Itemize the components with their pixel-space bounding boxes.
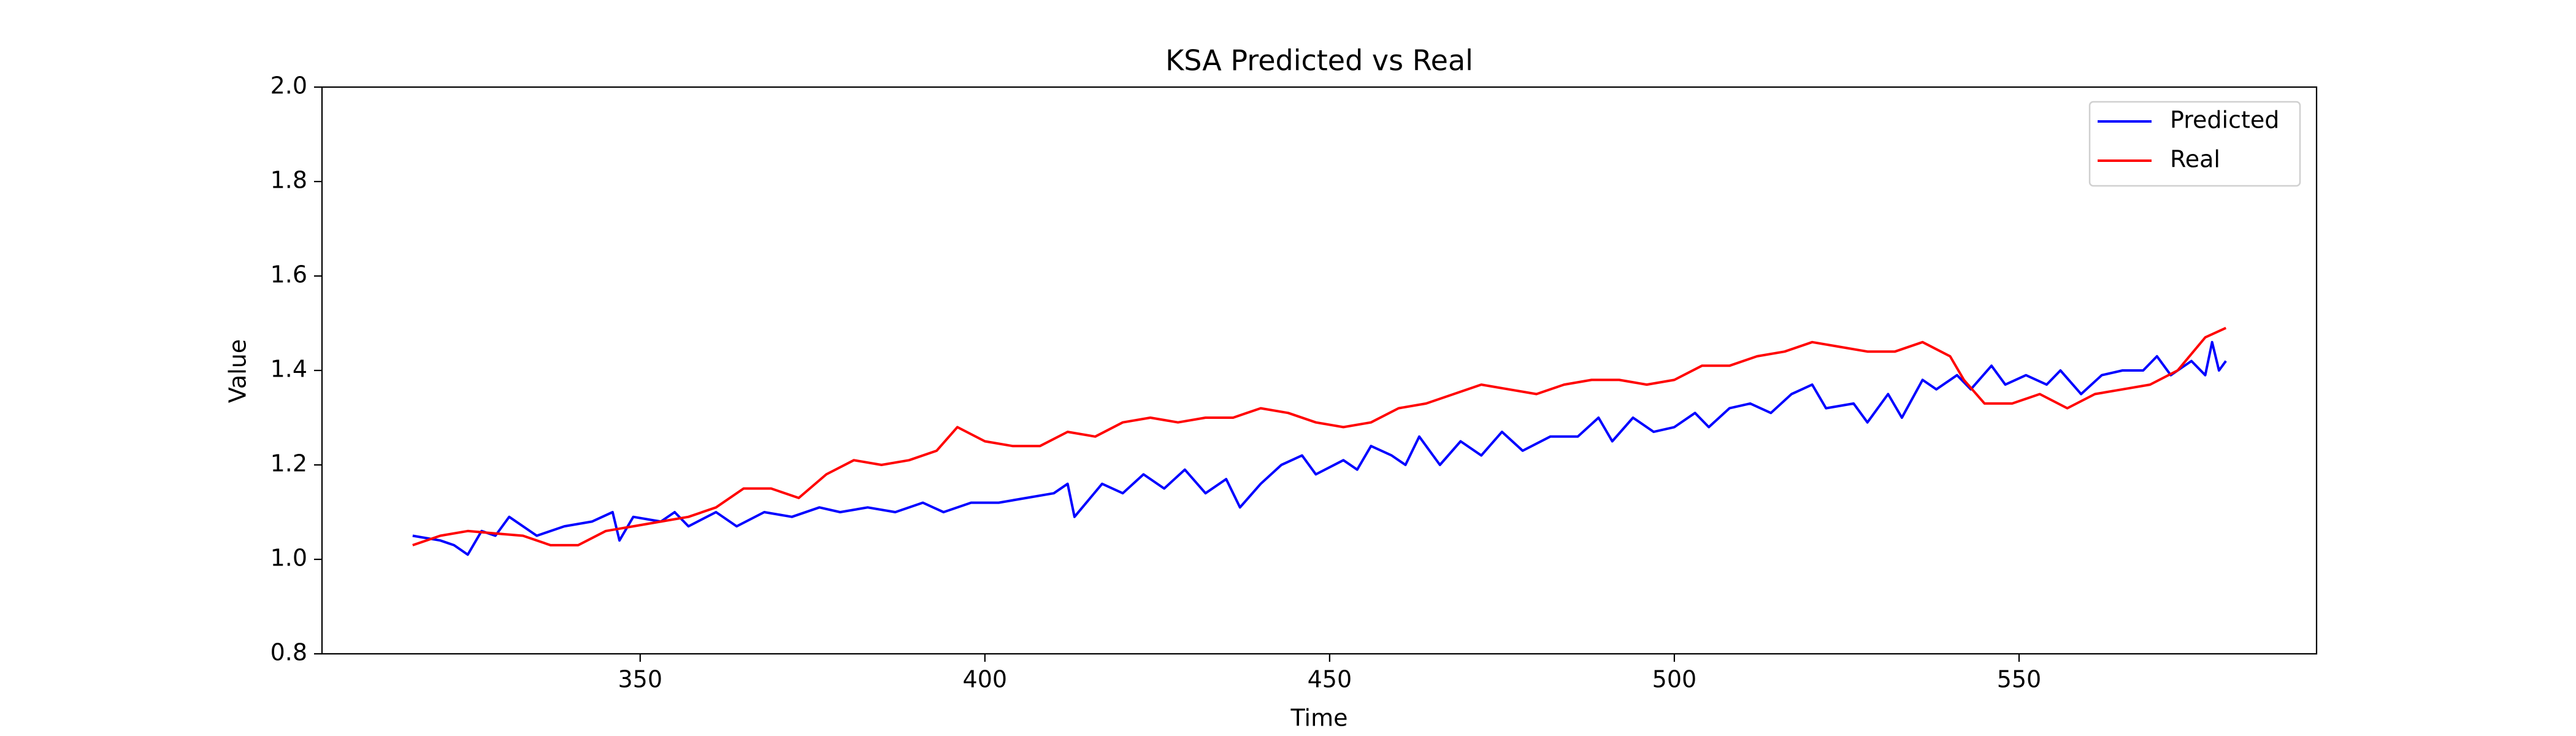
- y-axis-label: Value: [224, 339, 251, 403]
- y-tick-label: 1.4: [270, 356, 307, 383]
- legend-label: Predicted: [2170, 107, 2279, 134]
- legend-box: [2088, 101, 2301, 187]
- y-tick-label: 1.2: [270, 450, 307, 477]
- x-tick-label: 400: [963, 666, 1008, 693]
- x-axis-label: Time: [1290, 705, 1348, 732]
- data-line: [412, 326, 2227, 546]
- y-tick-label: 1.8: [270, 167, 307, 194]
- y-tick-label: 2.0: [270, 72, 307, 99]
- data-line: [412, 340, 2227, 556]
- x-tick-label: 550: [1997, 666, 2042, 693]
- y-tick-label: 0.8: [270, 639, 307, 666]
- legend-label: Real: [2170, 146, 2220, 173]
- plot-frame: [321, 86, 2318, 655]
- x-tick-label: 450: [1308, 666, 1352, 693]
- y-tick-label: 1.6: [270, 261, 307, 288]
- x-tick-label: 350: [618, 666, 663, 693]
- chart-title: KSA Predicted vs Real: [1165, 44, 1473, 77]
- y-tick-label: 1.0: [270, 545, 307, 572]
- x-tick-label: 500: [1652, 666, 1697, 693]
